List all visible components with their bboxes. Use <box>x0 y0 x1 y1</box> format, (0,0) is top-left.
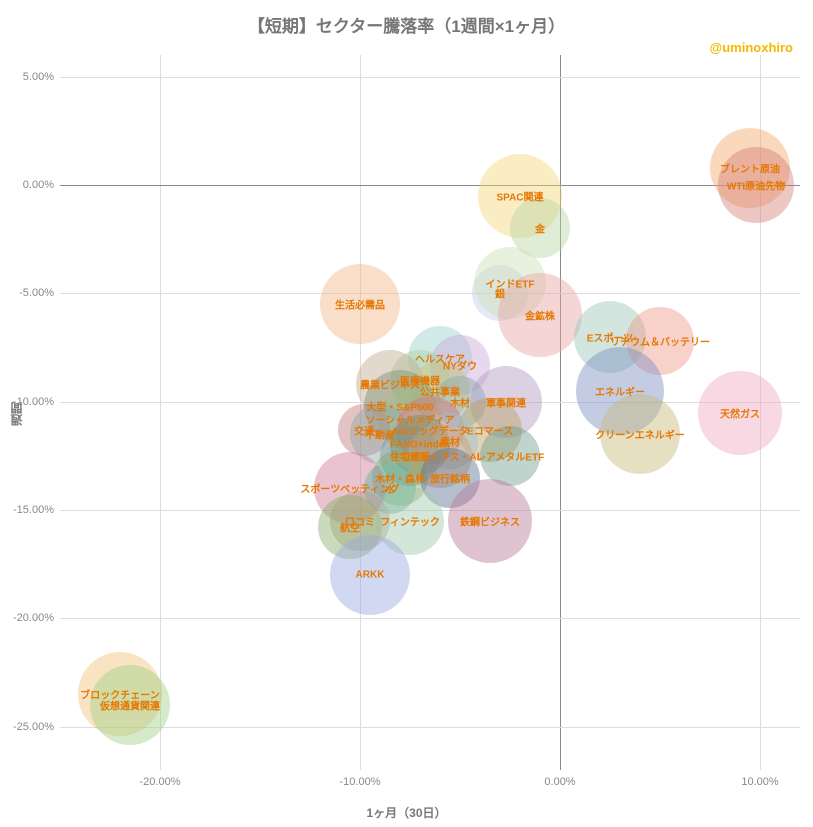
y-tick-label: 0.00% <box>4 179 54 191</box>
chart-container: 【短期】セクター騰落率（1週間×1ヶ月） @uminoxhiro 週間 1ヶ月（… <box>0 0 813 827</box>
y-tick-label: -20.00% <box>4 612 54 624</box>
y-tick-label: 5.00% <box>4 71 54 83</box>
y-tick-label: -5.00% <box>4 287 54 299</box>
x-tick-label: -20.00% <box>140 776 181 788</box>
plot-area: -20.00%-10.00%0.00%10.00%-25.00%-20.00%-… <box>60 55 800 770</box>
bubble <box>480 426 540 486</box>
x-grid-line <box>160 55 161 770</box>
x-zero-line <box>560 55 561 770</box>
y-zero-line <box>60 185 800 186</box>
y-tick-label: -10.00% <box>4 396 54 408</box>
y-grid-line <box>60 727 800 728</box>
bubble <box>330 535 410 615</box>
watermark: @uminoxhiro <box>710 40 793 55</box>
x-axis-title: 1ヶ月（30日） <box>366 804 446 821</box>
x-tick-label: 0.00% <box>544 776 575 788</box>
chart-title: 【短期】セクター騰落率（1週間×1ヶ月） <box>0 12 813 37</box>
y-grid-line <box>60 293 800 294</box>
y-tick-label: -25.00% <box>4 721 54 733</box>
bubble <box>90 665 170 745</box>
bubble <box>320 264 400 344</box>
y-grid-line <box>60 77 800 78</box>
bubble <box>718 147 794 223</box>
y-tick-label: -15.00% <box>4 504 54 516</box>
bubble <box>600 394 680 474</box>
x-tick-label: -10.00% <box>340 776 381 788</box>
bubble <box>698 371 782 455</box>
y-grid-line <box>60 618 800 619</box>
bubble <box>498 273 582 357</box>
x-tick-label: 10.00% <box>741 776 778 788</box>
bubble <box>448 479 532 563</box>
